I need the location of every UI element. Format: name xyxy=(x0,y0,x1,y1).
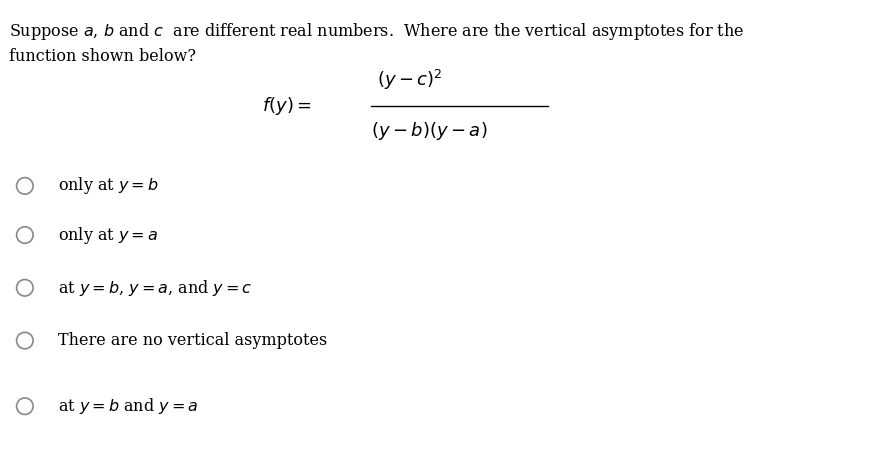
Text: $f(y) =$: $f(y) =$ xyxy=(261,95,311,117)
Text: There are no vertical asymptotes: There are no vertical asymptotes xyxy=(58,332,327,349)
Text: only at $y = b$: only at $y = b$ xyxy=(58,175,159,196)
Text: only at $y = a$: only at $y = a$ xyxy=(58,224,158,246)
Text: at $y = b$, $y = a$, and $y = c$: at $y = b$, $y = a$, and $y = c$ xyxy=(58,278,252,298)
Text: Suppose $a$, $b$ and $c$  are different real numbers.  Where are the vertical as: Suppose $a$, $b$ and $c$ are different r… xyxy=(9,21,743,42)
Text: function shown below?: function shown below? xyxy=(9,48,196,65)
Text: $(y - b)(y - a)$: $(y - b)(y - a)$ xyxy=(370,120,486,142)
Text: at $y = b$ and $y = a$: at $y = b$ and $y = a$ xyxy=(58,396,198,416)
Text: $(y - c)^2$: $(y - c)^2$ xyxy=(377,68,442,92)
